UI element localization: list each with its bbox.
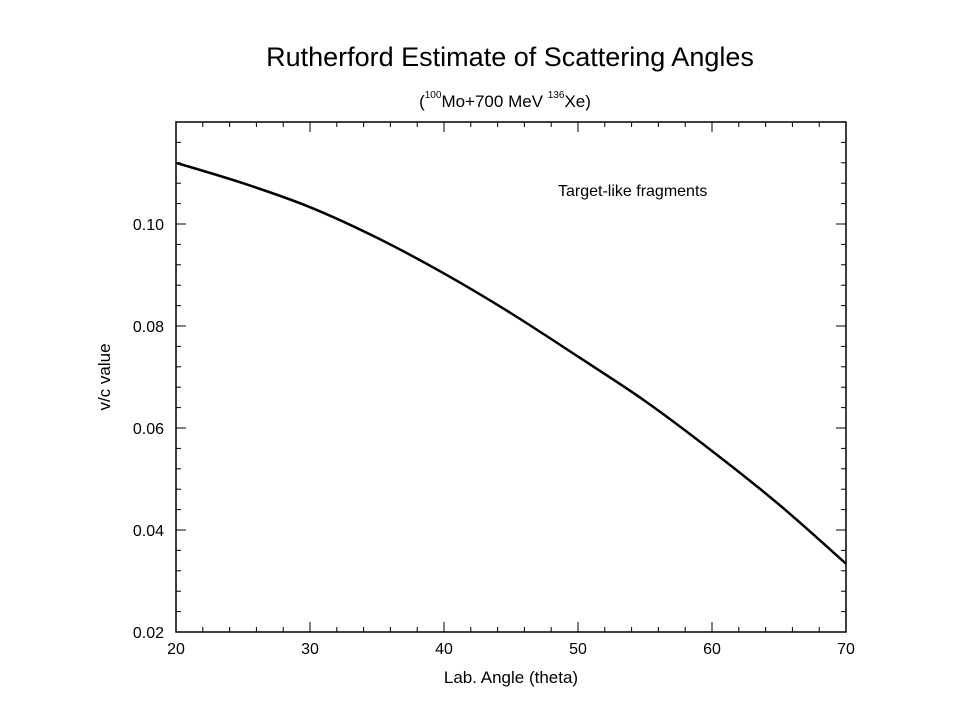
- axis-tick-labels: 20 30 40 50 60 70 0.02 0.04 0.06 0.08 0.10: [133, 217, 855, 658]
- y-tick-label: 0.10: [133, 217, 164, 234]
- chart-title: Rutherford Estimate of Scattering Angles: [266, 42, 754, 72]
- x-tick-label: 60: [703, 641, 721, 658]
- x-axis-label: Lab. Angle (theta): [444, 668, 578, 687]
- y-axis-label: v/c value: [95, 343, 114, 410]
- axis-ticks: [175, 121, 847, 633]
- plot-frame: [175, 121, 847, 633]
- subtitle-mass-number-2: 136: [547, 90, 565, 101]
- y-tick-label: 0.08: [133, 319, 164, 336]
- annotation-target-like-fragments: Target-like fragments: [558, 183, 707, 200]
- series-line: [175, 161, 847, 565]
- subtitle-reaction: Mo+700 MeV: [441, 92, 548, 111]
- subtitle-open: (: [419, 92, 425, 111]
- y-tick-label: 0.02: [133, 625, 164, 642]
- subtitle-mass-number-1: 100: [424, 90, 442, 101]
- x-tick-label: 70: [837, 641, 855, 658]
- x-tick-label: 30: [301, 641, 319, 658]
- chart-subtitle: (100Mo+700 MeV 136Xe): [0, 90, 960, 112]
- x-tick-label: 20: [167, 641, 185, 658]
- subtitle-end: Xe): [564, 92, 591, 111]
- y-tick-label: 0.06: [133, 421, 164, 438]
- x-tick-label: 40: [435, 641, 453, 658]
- x-tick-label: 50: [569, 641, 587, 658]
- y-tick-label: 0.04: [133, 523, 164, 540]
